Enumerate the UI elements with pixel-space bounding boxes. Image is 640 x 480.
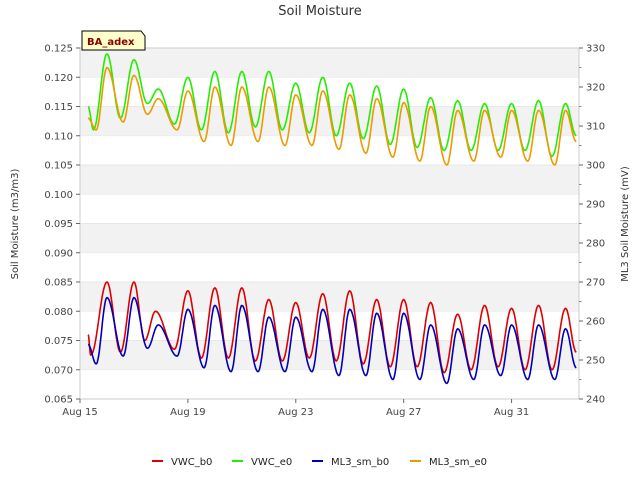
y-tick-label: 0.085 xyxy=(44,278,73,289)
x-tick-label: Aug 19 xyxy=(170,407,205,418)
x-tick-label: Aug 15 xyxy=(62,407,97,418)
y-tick-label: 0.070 xyxy=(44,365,73,376)
y2-tick-label: 270 xyxy=(586,278,605,289)
y2-tick-label: 260 xyxy=(586,317,605,328)
y-axis-label: Soil Moisture (m3/m3) xyxy=(10,169,21,280)
y2-tick-label: 330 xyxy=(586,44,605,55)
y2-tick-label: 280 xyxy=(586,239,605,250)
left-axis-ticks: 0.065 0.070 0.075 0.080 0.085 0.090 0.095 0.100… xyxy=(44,44,80,406)
y2-tick-label: 250 xyxy=(586,356,605,367)
y2-tick-label: 320 xyxy=(586,83,605,94)
y2-tick-label: 310 xyxy=(586,122,605,133)
y-tick-label: 0.065 xyxy=(44,395,73,406)
y-tick-label: 0.115 xyxy=(44,102,73,113)
series-line-ml3-sm-b0 xyxy=(87,296,577,385)
y-tick-label: 0.110 xyxy=(44,131,73,142)
y-tick-label: 0.090 xyxy=(44,248,73,259)
x-tick-label: Aug 27 xyxy=(386,407,421,418)
y-tick-label: 0.125 xyxy=(44,44,73,55)
y-tick-label: 0.075 xyxy=(44,336,73,347)
legend: VWC_b0 VWC_e0 ML3_sm_b0 ML3_sm_e0 xyxy=(152,457,487,468)
legend-label: ML3_sm_e0 xyxy=(429,457,487,468)
site-label: BA_adex xyxy=(87,37,135,48)
y-tick-label: 0.105 xyxy=(44,161,73,172)
y2-tick-label: 300 xyxy=(586,161,605,172)
series-line-ml3-sm-e0 xyxy=(87,66,577,166)
y2-tick-label: 290 xyxy=(586,200,605,211)
y-tick-label: 0.120 xyxy=(44,73,73,84)
chart-title: Soil Moisture xyxy=(278,4,362,19)
y-tick-label: 0.095 xyxy=(44,219,73,230)
x-tick-label: Aug 23 xyxy=(278,407,313,418)
grid-bands xyxy=(80,47,579,371)
legend-label: VWC_b0 xyxy=(171,457,212,468)
site-badge: BA_adex xyxy=(81,30,146,51)
grid-band xyxy=(80,48,579,78)
y2-axis-label: ML3 Soil Moisture (mV) xyxy=(620,166,631,282)
site-badge-box xyxy=(81,30,146,51)
legend-label: ML3_sm_b0 xyxy=(331,457,389,468)
grid-band xyxy=(80,282,579,312)
legend-label: VWC_e0 xyxy=(251,457,292,468)
right-axis-ticks: 240 250 260 270 280 290 300 310 320 330 xyxy=(579,44,605,406)
y-tick-label: 0.100 xyxy=(44,190,73,201)
y-tick-label: 0.080 xyxy=(44,307,73,318)
grid-band xyxy=(80,223,579,253)
y2-tick-label: 240 xyxy=(586,395,605,406)
series-layer xyxy=(87,53,577,385)
grid-band xyxy=(80,165,579,195)
x-axis-ticks: Aug 15 Aug 19 Aug 23 Aug 27 Aug 31 xyxy=(62,399,529,418)
x-tick-label: Aug 31 xyxy=(494,407,529,418)
